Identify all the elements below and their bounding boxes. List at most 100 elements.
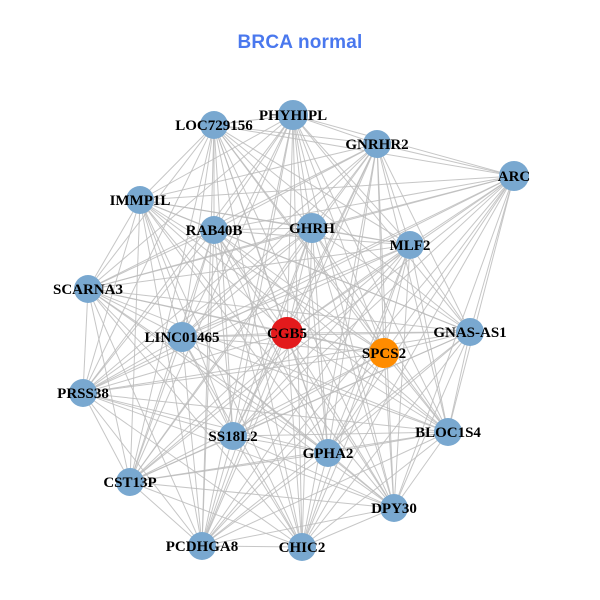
edge-SPCS2-PRSS38 [82, 352, 385, 394]
edge-ARC-BLOC1S4 [447, 175, 515, 433]
node-GPHA2 [314, 439, 342, 467]
node-label-DPY30: DPY30 [371, 501, 417, 517]
edge-CST13P-PCDHGA8 [129, 481, 203, 547]
edge-PHYHIPL-ARC [292, 114, 515, 177]
edge-GNRHR2-MLF2 [376, 143, 411, 246]
edge-ARC-CHIC2 [301, 175, 515, 548]
edge-SPCS2-GPHA2 [327, 352, 385, 454]
edge-GNRHR2-DPY30 [376, 143, 395, 509]
edge-LOC729156-DPY30 [213, 124, 395, 509]
node-RAB40B [200, 216, 228, 244]
edge-SCARNA3-SS18L2 [87, 288, 234, 437]
node-SCARNA3 [74, 275, 102, 303]
edge-ARC-GPHA2 [327, 175, 515, 454]
node-label-PHYHIPL: PHYHIPL [259, 108, 327, 124]
edge-GPHA2-DPY30 [327, 452, 395, 509]
edge-LOC729156-MLF2 [213, 124, 411, 246]
edge-GNRHR2-PRSS38 [82, 143, 378, 394]
edge-GNRHR2-ARC [376, 143, 515, 177]
node-label-RAB40B: RAB40B [186, 223, 243, 239]
edge-SPCS2-DPY30 [383, 352, 395, 509]
edge-PRSS38-PCDHGA8 [82, 392, 203, 547]
edge-IMMP1L-PRSS38 [82, 199, 141, 394]
edge-BLOC1S4-DPY30 [393, 431, 449, 509]
node-label-ARC: ARC [498, 169, 531, 185]
node-label-GNRHR2: GNRHR2 [345, 137, 408, 153]
node-label-BLOC1S4: BLOC1S4 [415, 425, 481, 441]
edge-PRSS38-BLOC1S4 [82, 392, 449, 433]
edge-SCARNA3-GPHA2 [87, 288, 329, 454]
edge-GHRH-CST13P [129, 227, 313, 483]
node-DPY30 [380, 494, 408, 522]
edge-ARC-IMMP1L [139, 175, 515, 201]
node-SPCS2 [369, 338, 399, 368]
edge-GNAS-AS1-PCDHGA8 [201, 331, 471, 547]
edge-RAB40B-GPHA2 [213, 229, 329, 454]
edge-PRSS38-CHIC2 [82, 392, 303, 548]
edge-SS18L2-CST13P [129, 435, 234, 483]
node-label-SPCS2: SPCS2 [362, 346, 406, 362]
edge-IMMP1L-SCARNA3 [87, 199, 141, 290]
edge-LINC01465-DPY30 [181, 336, 395, 509]
edge-LINC01465-PCDHGA8 [181, 336, 203, 547]
node-label-LINC01465: LINC01465 [144, 330, 219, 346]
node-label-GHRH: GHRH [289, 221, 335, 237]
edge-PCDHGA8-CHIC2 [201, 545, 303, 548]
node-label-GNAS-AS1: GNAS-AS1 [433, 325, 506, 341]
edge-LOC729156-IMMP1L [139, 124, 215, 201]
edge-GNRHR2-CHIC2 [301, 143, 378, 548]
edge-IMMP1L-LINC01465 [139, 199, 183, 338]
node-label-CHIC2: CHIC2 [279, 540, 326, 556]
node-label-IMMP1L: IMMP1L [110, 193, 171, 209]
edge-LINC01465-GNAS-AS1 [181, 331, 471, 338]
edge-CGB5-PRSS38 [82, 332, 288, 394]
edge-SCARNA3-CHIC2 [87, 288, 303, 548]
edge-ARC-LINC01465 [181, 175, 515, 338]
edge-PRSS38-DPY30 [82, 392, 395, 509]
node-label-LOC729156: LOC729156 [175, 118, 253, 134]
node-PCDHGA8 [188, 532, 216, 560]
edge-RAB40B-GHRH [213, 227, 313, 231]
edge-PHYHIPL-SS18L2 [232, 114, 294, 437]
edge-RAB40B-SS18L2 [213, 229, 234, 437]
edge-SPCS2-SS18L2 [232, 352, 385, 437]
edge-MLF2-GPHA2 [327, 244, 411, 454]
edge-GNAS-AS1-GPHA2 [327, 331, 471, 454]
edge-MLF2-DPY30 [393, 244, 411, 509]
edge-RAB40B-DPY30 [213, 229, 395, 509]
edge-MLF2-LINC01465 [181, 244, 411, 338]
node-label-PCDHGA8: PCDHGA8 [166, 539, 239, 555]
node-label-MLF2: MLF2 [390, 238, 431, 254]
edge-MLF2-PRSS38 [82, 244, 411, 394]
node-LOC729156 [200, 111, 228, 139]
edge-PHYHIPL-GHRH [292, 114, 313, 229]
node-CHIC2 [288, 533, 316, 561]
plot-title: BRCA normal [237, 32, 363, 53]
edge-GNRHR2-IMMP1L [139, 143, 378, 201]
edge-LOC729156-GNAS-AS1 [213, 124, 471, 333]
edge-DPY30-PCDHGA8 [201, 507, 395, 547]
edge-SPCS2-CST13P [129, 352, 385, 483]
edge-IMMP1L-CST13P [129, 199, 141, 483]
edge-BLOC1S4-CST13P [129, 431, 449, 483]
edge-ARC-SS18L2 [232, 175, 515, 437]
edge-GHRH-LINC01465 [181, 227, 313, 338]
edge-RAB40B-CST13P [129, 229, 215, 483]
edge-GNRHR2-SCARNA3 [87, 143, 378, 290]
edge-PHYHIPL-GNAS-AS1 [292, 114, 471, 333]
edge-SS18L2-GPHA2 [232, 435, 329, 454]
node-LINC01465 [167, 322, 197, 352]
node-BLOC1S4 [434, 418, 462, 446]
edge-MLF2-SCARNA3 [87, 244, 411, 290]
edge-GNRHR2-BLOC1S4 [376, 143, 449, 433]
node-MLF2 [396, 231, 424, 259]
edge-PRSS38-SS18L2 [82, 392, 234, 437]
edge-SCARNA3-GNAS-AS1 [87, 288, 471, 333]
node-label-CST13P: CST13P [103, 475, 156, 491]
edge-RAB40B-CGB5 [213, 229, 288, 334]
node-label-SS18L2: SS18L2 [208, 429, 257, 445]
edge-LINC01465-CST13P [129, 336, 183, 483]
edge-LOC729156-GHRH [213, 124, 313, 229]
node-CST13P [116, 468, 144, 496]
